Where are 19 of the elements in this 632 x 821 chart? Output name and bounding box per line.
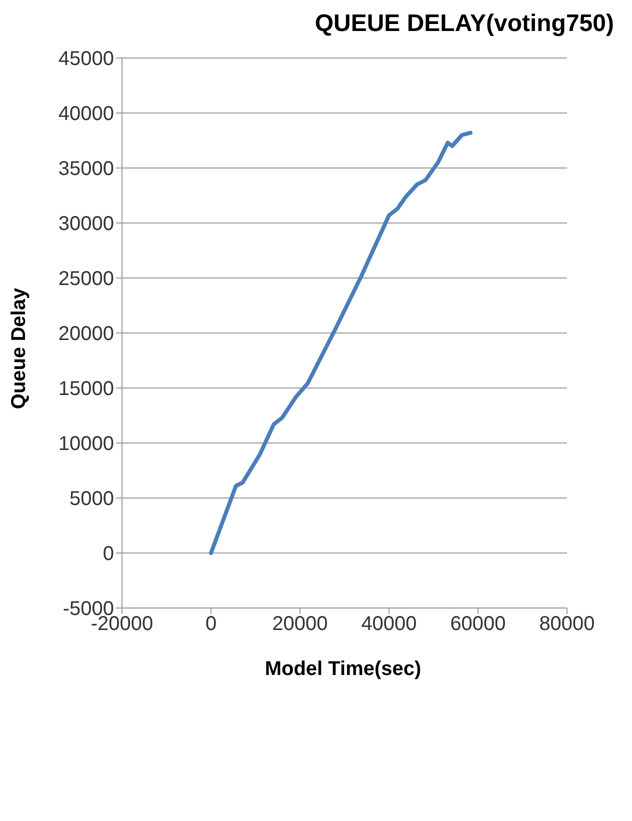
chart-title: QUEUE DELAY(voting750)	[314, 10, 615, 38]
x-tick-label: 60000	[450, 613, 506, 636]
x-axis-title: Model Time(sec)	[264, 658, 422, 681]
y-tick-label: 5000	[70, 488, 114, 510]
y-tick-label: 25000	[58, 268, 114, 290]
y-tick-label: 15000	[58, 378, 114, 400]
y-tick-label: 40000	[58, 103, 114, 126]
y-axis-title: Queue Delay	[8, 287, 32, 409]
x-tick-label: 40000	[361, 613, 417, 636]
x-tick-label: 0	[205, 613, 217, 636]
line-series	[209, 130, 472, 555]
y-tick-label: 30000	[58, 213, 114, 236]
y-tick-label: 0	[102, 543, 114, 566]
y-tick-label: 10000	[58, 433, 114, 456]
x-tick-label: 80000	[539, 613, 595, 636]
y-tick-label: 35000	[58, 158, 114, 180]
y-tick-label: 45000	[58, 48, 114, 70]
x-tick-label: 20000	[272, 613, 328, 636]
y-tick-label: 20000	[58, 323, 114, 346]
